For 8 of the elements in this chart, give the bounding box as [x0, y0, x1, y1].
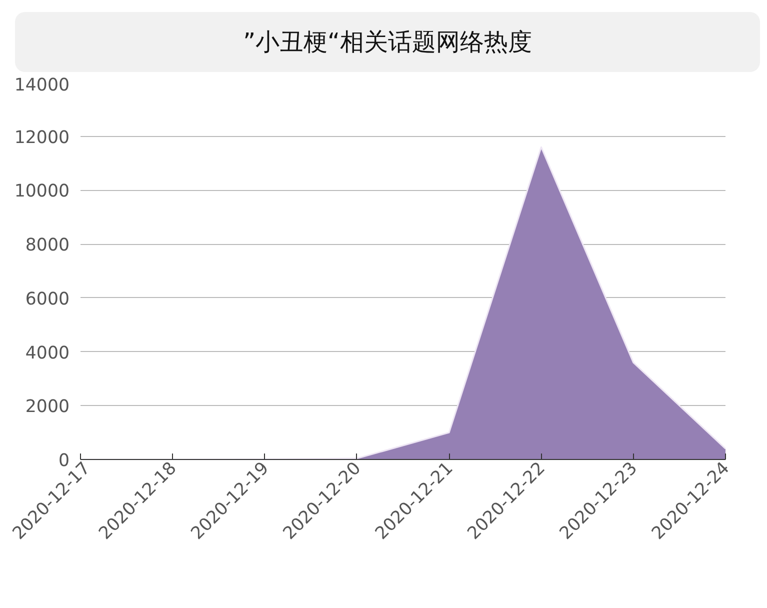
y-tick-label: 14000	[14, 76, 70, 96]
y-tick-label: 4000	[25, 343, 70, 364]
y-tick-label: 2000	[25, 397, 70, 418]
y-tick-label: 6000	[25, 289, 70, 310]
y-tick-label: 10000	[14, 182, 70, 202]
y-tick-label: 12000	[14, 128, 70, 148]
y-tick-label: 8000	[25, 236, 70, 256]
chart-title: ”小丑梗“相关话题网络热度	[243, 27, 532, 58]
